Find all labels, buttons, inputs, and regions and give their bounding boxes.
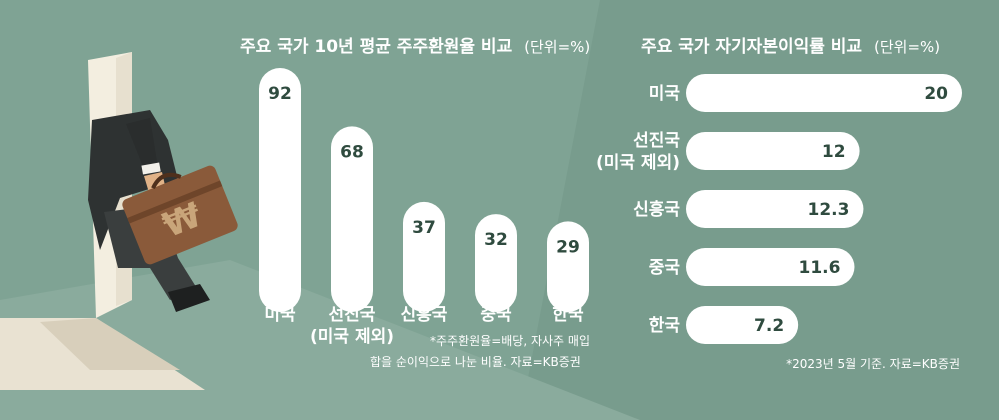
- roe-chart: 주요 국가 자기자본이익률 비교 (단위=%) 20 미국 12 선진국(미국 제외)…: [596, 37, 962, 371]
- payout-category-label: (미국 제외): [310, 327, 394, 347]
- payout-bar: [403, 201, 445, 312]
- roe-value-label: 20: [924, 84, 948, 104]
- businessman-cuff: [141, 162, 161, 175]
- door-floor-strip: [40, 318, 180, 370]
- roe-bar: [686, 190, 864, 228]
- roe-category-label: 신흥국: [633, 199, 680, 220]
- roe-chart-note: *2023년 5월 기준. 자료=KB증권: [786, 357, 960, 371]
- payout-value-label: 68: [340, 142, 364, 162]
- briefcase-illustration: ₩: [122, 165, 238, 265]
- roe-category-label: (미국 제외): [596, 153, 680, 173]
- roe-category-label: 한국: [649, 316, 681, 336]
- payout-category-label: 중국: [480, 305, 512, 325]
- payout-category-label: 신흥국: [401, 304, 448, 325]
- businessman-shoe: [168, 284, 210, 312]
- briefcase-handle: [151, 172, 182, 190]
- roe-bar: [686, 132, 860, 170]
- roe-chart-title-unit: (단위=%): [874, 38, 940, 56]
- roe-bar: [686, 74, 962, 112]
- payout-value-label: 29: [556, 237, 580, 257]
- payout-value-label: 92: [268, 84, 292, 104]
- payout-bar: [331, 126, 373, 312]
- roe-value-label: 7.2: [754, 316, 784, 336]
- roe-value-label: 12: [822, 142, 846, 162]
- roe-chart-title: 주요 국가 자기자본이익률 비교 (단위=%): [641, 37, 940, 57]
- businessman-arm: [126, 118, 158, 174]
- payout-value-label: 37: [412, 218, 436, 238]
- payout-ratio-chart: 주요 국가 10년 평균 주주환원율 비교 (단위=%) 92 미국 68 선진국(미…: [240, 37, 590, 369]
- payout-bar: [259, 68, 301, 312]
- payout-value-label: 32: [484, 230, 508, 250]
- payout-bars: 92 미국 68 선진국(미국 제외) 37 신흥국 32 중국 29 한국: [259, 68, 589, 347]
- roe-value-label: 11.6: [799, 258, 841, 278]
- payout-chart-title-main: 주요 국가 10년 평균 주주환원율 비교: [240, 37, 513, 57]
- roe-chart-title-main: 주요 국가 자기자본이익률 비교: [641, 37, 862, 57]
- payout-category-label: 미국: [264, 305, 296, 325]
- payout-chart-note-2: 합을 순이익으로 나눈 비율. 자료=KB증권: [370, 355, 581, 369]
- roe-category-label: 선진국: [633, 131, 680, 151]
- payout-bar: [475, 214, 517, 312]
- roe-bars: 20 미국 12 선진국(미국 제외) 12.3 신흥국 11.6 중국 7.2 한국: [596, 74, 962, 344]
- roe-bar: [686, 306, 799, 344]
- briefcase-stripe: [127, 180, 223, 224]
- payout-category-label: 선진국: [329, 305, 376, 325]
- payout-chart-note-1: *주주환원율=배당, 자사주 매입: [430, 334, 590, 348]
- payout-chart-title-unit: (단위=%): [524, 38, 590, 56]
- roe-category-label: 미국: [649, 84, 681, 104]
- payout-bar: [547, 221, 589, 312]
- payout-chart-title: 주요 국가 10년 평균 주주환원율 비교 (단위=%): [240, 37, 590, 57]
- roe-value-label: 12.3: [807, 200, 849, 220]
- roe-bar: [686, 248, 855, 286]
- payout-category-label: 한국: [552, 305, 584, 325]
- roe-category-label: 중국: [649, 258, 681, 278]
